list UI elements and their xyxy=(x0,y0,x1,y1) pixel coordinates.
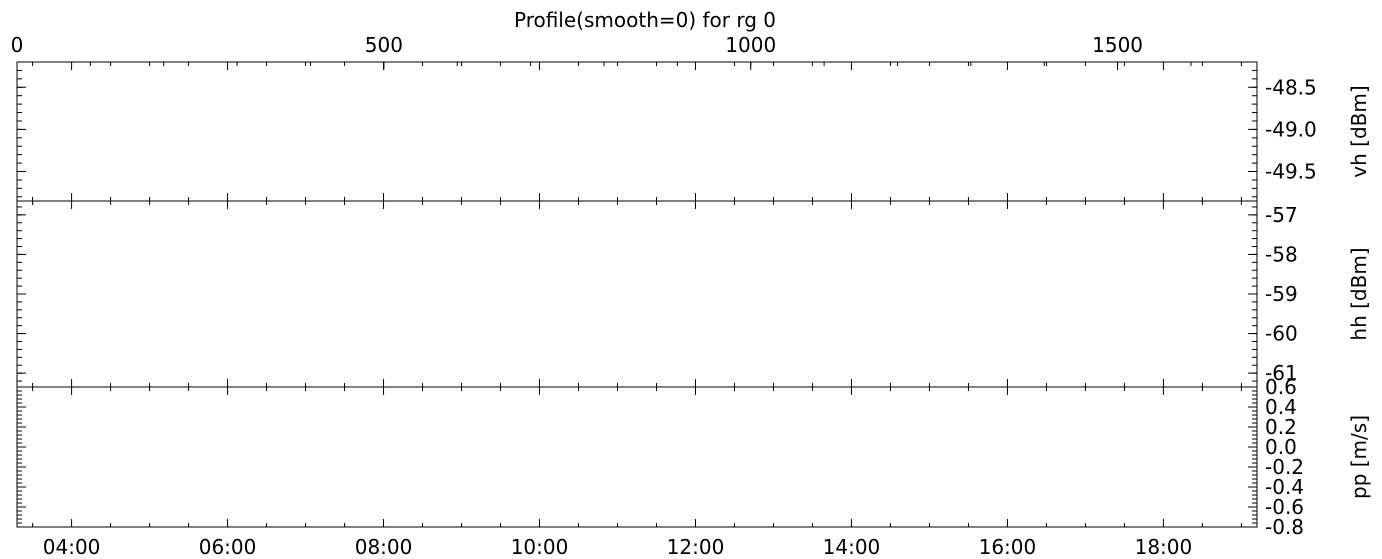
panel-frame xyxy=(16,386,1258,528)
top-axis-tick-label: 0 xyxy=(11,33,24,57)
x-axis-tick-label: 12:00 xyxy=(667,535,725,559)
x-axis-tick-label: 14:00 xyxy=(823,535,881,559)
y-tick-label: -57 xyxy=(1265,203,1298,227)
x-axis-tick-label: 08:00 xyxy=(355,535,413,559)
y-tick-label: 0.2 xyxy=(1265,415,1297,439)
y-tick-label: -49.0 xyxy=(1265,117,1317,141)
panel-frame xyxy=(16,61,1258,202)
panels: -48.5 -49.0 -49.5 vh [dBm] -57 -58 -59 -60 -61 hh… xyxy=(16,61,1371,539)
y-tick-label: -0.8 xyxy=(1265,515,1304,539)
top-axis-tick-label: 500 xyxy=(365,33,403,57)
y-axis-label: pp [m/s] xyxy=(1347,415,1371,499)
y-tick-label: -60 xyxy=(1265,322,1298,346)
y-tick-label: -0.4 xyxy=(1265,475,1304,499)
x-axis-tick-label: 18:00 xyxy=(1135,535,1193,559)
y-tick-label: -59 xyxy=(1265,282,1298,306)
y-axis-label: vh [dBm] xyxy=(1347,85,1371,177)
bottom-axis: 04:00 06:00 08:00 10:00 12:00 14:00 16:00 18:00 xyxy=(43,535,1192,559)
x-axis-tick-label: 16:00 xyxy=(979,535,1037,559)
panel-2: -57 -58 -59 -60 -61 hh [dBm] xyxy=(16,200,1371,388)
top-axis: 0 500 1000 1500 xyxy=(11,33,1192,70)
top-axis-tick-label: 1000 xyxy=(725,33,776,57)
chart-title: Profile(smooth=0) for rg 0 xyxy=(514,8,776,32)
top-axis-tick-label: 1500 xyxy=(1092,33,1143,57)
panel-3: 0.60.40.20.0-0.2-0.4-0.6-0.8 pp [m/s] xyxy=(16,375,1371,539)
y-tick-label: -0.2 xyxy=(1265,455,1304,479)
x-axis-tick-label: 04:00 xyxy=(43,535,101,559)
y-tick-label: 0.0 xyxy=(1265,435,1297,459)
panel-1: -48.5 -49.0 -49.5 vh [dBm] xyxy=(16,61,1371,202)
y-axis-label: hh [dBm] xyxy=(1347,247,1371,340)
y-tick-label: 0.6 xyxy=(1265,375,1297,399)
y-tick-label: -0.6 xyxy=(1265,495,1304,519)
panel-frame xyxy=(16,200,1258,388)
y-tick-label: -49.5 xyxy=(1265,160,1317,184)
x-axis-tick-label: 10:00 xyxy=(511,535,569,559)
y-tick-label: -58 xyxy=(1265,242,1298,266)
y-tick-label: -48.5 xyxy=(1265,75,1317,99)
y-tick-label: 0.4 xyxy=(1265,395,1297,419)
y-tick-label: -61 xyxy=(1265,361,1298,385)
x-axis-tick-label: 06:00 xyxy=(199,535,257,559)
